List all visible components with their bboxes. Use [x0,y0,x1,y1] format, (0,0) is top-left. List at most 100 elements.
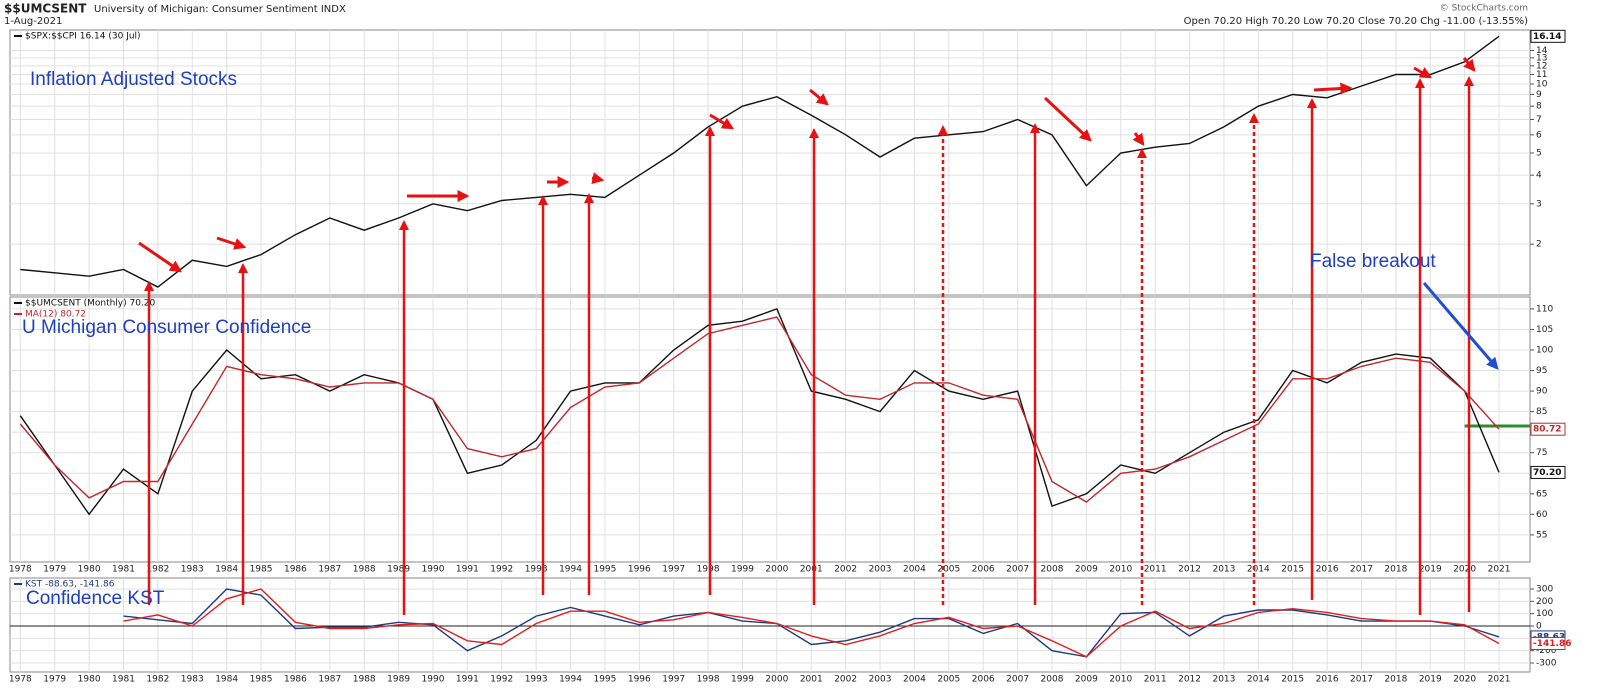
arrow [1422,282,1499,370]
panel-label: U Michigan Consumer Confidence [22,317,311,338]
x-tick-label: 1992 [490,565,513,575]
end-label: 16.14 [1533,32,1561,42]
y-tick-label: 11 [1536,70,1547,80]
x-tick-label: 2016 [1316,675,1339,685]
x-tick-label: 2003 [869,565,892,575]
x-tick-label: 2021 [1488,675,1511,685]
x-tick-label: 1984 [215,565,238,575]
x-tick-label: 1996 [628,565,651,575]
y-tick-label: 200 [1536,597,1553,607]
x-tick-label: 1994 [559,565,582,575]
x-tick-label: 1999 [731,675,754,685]
x-tick-label: 1978 [9,675,32,685]
y-tick-label: 90 [1536,387,1548,397]
x-tick-label: 2011 [1144,565,1167,575]
x-tick-label: 1994 [559,675,582,685]
end-label: 70.20 [1533,468,1561,478]
y-tick-label: 55 [1536,530,1547,540]
x-tick-label: 2015 [1281,675,1304,685]
y-tick-label: 105 [1536,325,1553,335]
x-tick-label: 1982 [146,565,169,575]
x-tick-label: 1981 [112,675,135,685]
x-tick-label: 2020 [1453,565,1476,575]
y-tick-label: 75 [1536,448,1547,458]
arrow [809,88,829,106]
x-tick-label: 2008 [1041,565,1064,575]
x-tick-label: 1978 [9,565,32,575]
y-tick-label: 12 [1536,61,1547,71]
x-tick-label: 1998 [697,565,720,575]
x-tick-label: 1993 [525,565,548,575]
x-tick-label: 1985 [250,675,273,685]
x-tick-label: 2003 [869,675,892,685]
x-tick-label: 1984 [215,675,238,685]
y-tick-label: 65 [1536,489,1547,499]
date: 1-Aug-2021 [4,16,62,27]
x-tick-label: 2012 [1178,675,1201,685]
y-tick-label: 7 [1536,115,1542,125]
x-tick-label: 1997 [662,675,685,685]
series-line [123,588,1500,658]
x-tick-label: 2002 [834,565,857,575]
x-tick-label: 2018 [1384,675,1407,685]
x-tick-label: 2000 [765,675,788,685]
x-tick-label: 2001 [800,675,823,685]
x-tick-label: 2007 [1006,565,1029,575]
x-tick-label: 1979 [43,675,66,685]
x-tick-label: 1983 [181,565,204,575]
x-tick-label: 2001 [800,565,823,575]
symbol: $$UMCSENT [4,2,87,16]
x-tick-label: 2002 [834,675,857,685]
x-tick-label: 2011 [1144,675,1167,685]
y-tick-label: 10 [1536,79,1548,89]
legend-label: KST -88.63, -141.86 [25,580,115,590]
x-tick-label: 1988 [353,675,376,685]
x-tick-label: 1983 [181,675,204,685]
x-tick-label: 2005 [937,565,960,575]
arrow [1132,132,1145,146]
y-tick-label: 6 [1536,130,1542,140]
y-tick-label: 4 [1536,171,1542,181]
x-tick-label: 2021 [1488,565,1511,575]
x-tick-label: 1988 [353,565,376,575]
x-tick-label: 1998 [697,675,720,685]
x-tick-label: 1987 [318,675,341,685]
series-line [123,588,1500,658]
arrow [1313,82,1353,95]
legend-label: $$UMCSENT (Monthly) 70.20 [25,299,156,309]
annotation: False breakout [1310,251,1436,272]
x-tick-label: 1989 [387,565,410,575]
x-tick-label: 1997 [662,565,685,575]
panel-label: Inflation Adjusted Stocks [30,69,237,90]
panel-frame [9,296,1531,563]
x-tick-label: 1992 [490,675,513,685]
x-tick-label: 1979 [43,565,66,575]
x-tick-label: 2018 [1384,565,1407,575]
y-tick-label: 60 [1536,510,1548,520]
y-tick-label: 0 [1536,621,1542,631]
y-tick-label: 100 [1536,346,1553,356]
end-label: -141.86 [1533,639,1571,649]
x-tick-label: 2006 [972,565,995,575]
y-tick-label: 85 [1536,407,1547,417]
legend-label: $SPX:$$CPI 16.14 (30 Jul) [25,32,141,42]
y-tick-label: -200 [1536,646,1557,656]
x-tick-label: 1985 [250,565,273,575]
x-tick-label: 2009 [1075,565,1098,575]
x-tick-label: 2010 [1109,675,1132,685]
x-tick-label: 2017 [1350,675,1373,685]
copyright: © StockCharts.com [1440,4,1528,14]
end-label-box [1530,465,1566,479]
x-tick-label: 1980 [78,675,101,685]
series-line [19,308,1500,516]
y-tick-label: 300 [1536,584,1553,594]
x-tick-label: 1995 [593,675,616,685]
x-tick-label: 1995 [593,565,616,575]
panel-frame [9,577,1531,673]
y-tick-label: 8 [1536,102,1542,112]
y-tick-label: 100 [1536,609,1553,619]
x-tick-label: 1990 [422,675,445,685]
end-label: 80.72 [1533,425,1561,435]
end-label-box [1530,29,1566,43]
arrow [138,241,182,273]
